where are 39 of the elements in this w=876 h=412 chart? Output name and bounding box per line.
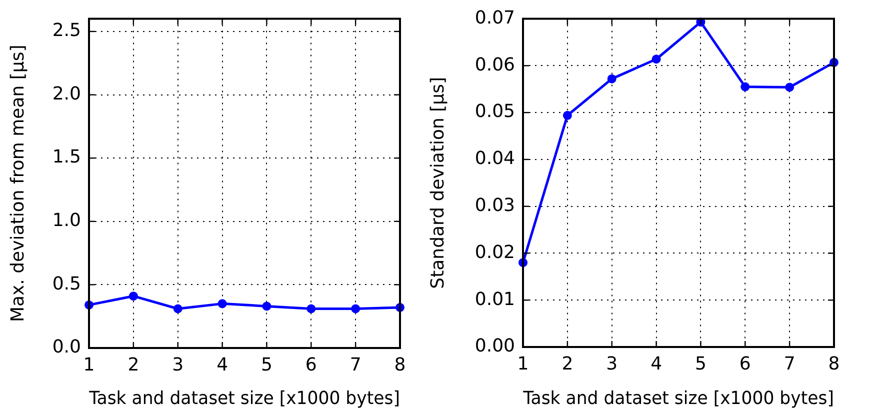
x-tick-label: 3	[606, 353, 618, 374]
x-tick-label: 1	[517, 353, 529, 374]
x-tick-label: 4	[650, 353, 662, 374]
point	[785, 82, 794, 92]
x-tick-label: 5	[694, 353, 706, 374]
x-tick-label: 2	[562, 353, 574, 374]
y-tick-label: 1.5	[52, 146, 81, 168]
x-tick-label: 6	[305, 354, 317, 376]
x-tick-label: 7	[784, 353, 796, 374]
x-tick-label: 4	[216, 354, 228, 376]
y-tick-label: 0.01	[474, 288, 515, 310]
x-tick-label: 3	[172, 354, 184, 376]
y-tick-label: 0.03	[474, 195, 515, 216]
x-tick-label: 2	[128, 354, 140, 376]
point	[652, 54, 661, 64]
point	[607, 74, 616, 84]
y-tick-label: 0.05	[474, 101, 515, 122]
x-axis-title: Task and dataset size [x1000 bytes]	[522, 388, 834, 409]
y-tick-label: 0.00	[474, 336, 515, 357]
x-tick-label: 6	[739, 353, 751, 374]
y-tick-label: 0.02	[474, 242, 515, 263]
y-axis-title: Max. deviation from mean [μs]	[7, 44, 28, 322]
y-tick-label: 1.0	[52, 210, 81, 232]
x-tick-label: 7	[350, 354, 362, 376]
x-tick-label: 1	[83, 354, 95, 376]
point	[740, 82, 750, 92]
x-tick-label: 8	[828, 353, 840, 374]
y-tick-label: 0.0	[52, 336, 81, 358]
x-axis-title: Task and dataset size [x1000 bytes]	[88, 388, 400, 409]
x-tick-label: 5	[260, 354, 272, 376]
y-tick-label: 2.5	[52, 20, 81, 42]
y-tick-label: 0.04	[474, 148, 515, 170]
y-tick-label: 0.06	[474, 54, 515, 76]
x-tick-label: 8	[394, 354, 406, 376]
y-tick-label: 2.0	[52, 83, 81, 104]
y-tick-label: 0.07	[474, 7, 515, 28]
y-axis-title: Standard deviation [μs]	[427, 76, 448, 289]
point	[562, 110, 572, 120]
y-tick-label: 0.5	[52, 273, 81, 294]
